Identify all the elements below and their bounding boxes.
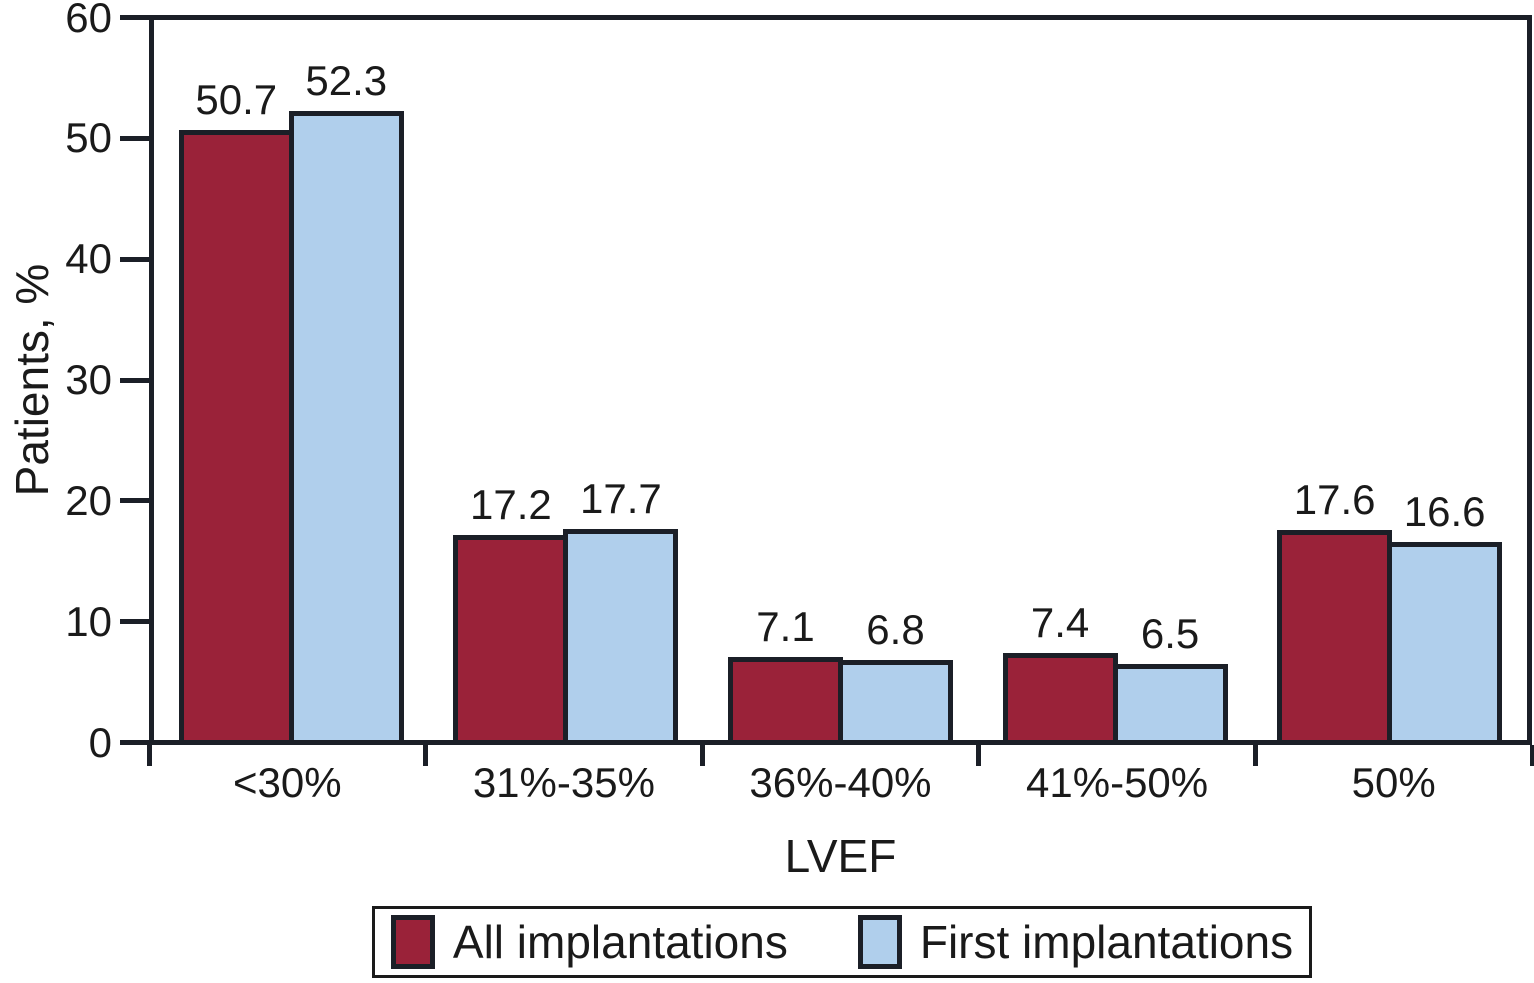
x-category-label: 41%-50% [1026,759,1209,806]
bar-all-implantations: 7.4 [1002,600,1118,740]
x-category-label: 50% [1351,759,1436,806]
x-axis-category-labels: <30% 31%-35% 36%-40% 41%-50% 50% [149,759,1532,807]
bar-all-implantations: 7.1 [727,604,843,740]
y-tick-mark [120,15,149,20]
bar-all-implantations: 50.7 [178,77,294,740]
y-tick-mark [120,619,149,625]
bar-group: 17.2 17.7 [429,20,704,740]
legend-item-all-implantations: All implantations [390,915,788,969]
bar-group: 7.1 6.8 [703,20,978,740]
y-tick-label: 0 [88,718,112,766]
legend-swatch-all-implantations [390,915,435,969]
bar-first-implantations: 52.3 [288,58,404,740]
y-tick-mark [120,377,149,383]
y-tick-label: 50 [65,114,112,162]
bar-all-implantations: 17.6 [1277,477,1393,740]
legend-swatch-first-implantations [857,915,902,969]
bar-first-implantations: 16.6 [1387,489,1503,740]
y-tick-label: 20 [65,476,112,524]
bar-group: 17.6 16.6 [1252,20,1527,740]
y-tick-label: 60 [65,0,112,41]
x-category-label: 31%-35% [472,759,655,806]
y-tick-mark [120,256,149,262]
x-tick-mark [146,745,152,766]
y-tick-mark [120,135,149,141]
y-tick-label: 40 [65,235,112,283]
y-tick-mark [120,740,149,745]
legend-label-all-implantations: All implantations [452,916,788,968]
bar-first-implantations: 17.7 [563,476,679,740]
bar-value-label: 16.6 [1403,488,1486,535]
plot-area: 50.7 52.3 17.2 17.7 7.1 6.8 7.4 6.5 17.6 16.6 [149,15,1532,745]
y-tick-label: 30 [65,356,112,403]
bar-value-label: 7.1 [756,603,815,650]
bar-group: 50.7 52.3 [154,20,429,740]
x-axis-title: LVEF [784,830,897,882]
y-tick-label: 10 [65,597,112,645]
bar-value-label: 52.3 [305,57,388,104]
x-tick-mark [976,745,982,766]
legend-item-first-implantations: First implantations [857,915,1294,969]
bar-group: 7.4 6.5 [978,20,1253,740]
bar-value-label: 6.5 [1140,610,1200,657]
bar-first-implantations: 6.8 [837,607,953,740]
bar-value-label: 17.6 [1293,476,1376,523]
y-tick-mark [120,498,149,504]
bar-all-implantations: 17.2 [453,482,569,740]
x-tick-mark [1252,745,1258,766]
bar-value-label: 50.7 [195,76,278,123]
bar-value-label: 17.2 [470,481,552,528]
bar-value-label: 6.8 [866,606,925,653]
legend-label-first-implantations: First implantations [919,916,1294,968]
x-category-label: 36%-40% [749,759,932,806]
x-category-label: <30% [233,759,342,806]
bar-value-label: 7.4 [1030,599,1090,646]
bar-value-label: 17.7 [580,475,662,522]
x-tick-mark [699,745,705,766]
x-tick-mark [1529,745,1534,766]
bar-groups-container: 50.7 52.3 17.2 17.7 7.1 6.8 7.4 6.5 17.6 16.6 [154,20,1527,740]
legend: All implantations First implantations [372,906,1312,978]
bar-first-implantations: 6.5 [1112,611,1228,740]
x-tick-mark [423,745,429,766]
